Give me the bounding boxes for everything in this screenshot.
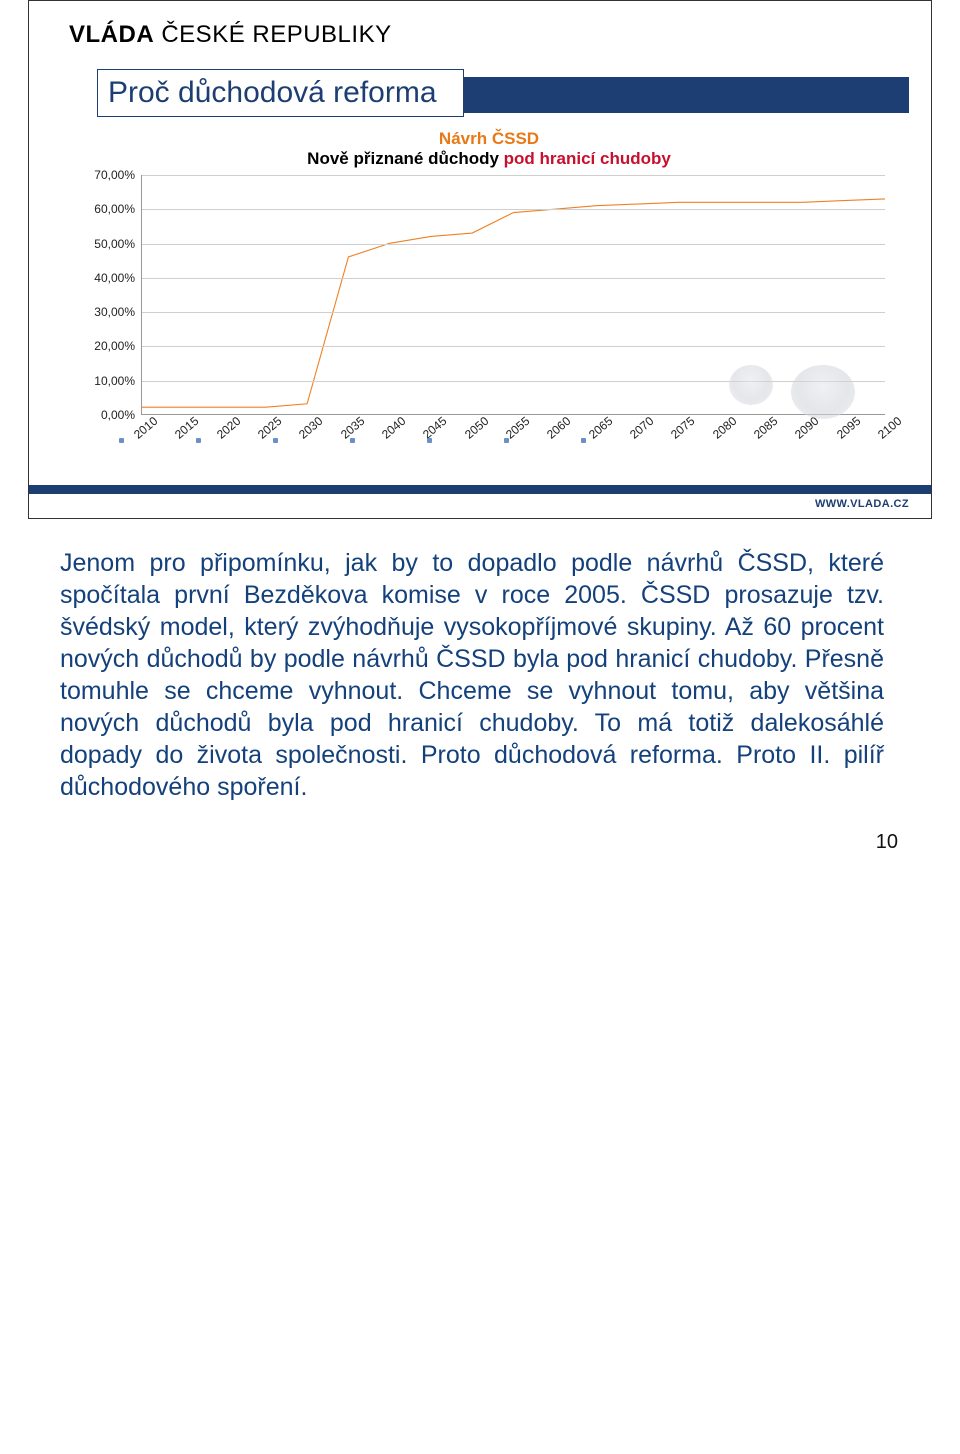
gov-header: VLÁDA ČESKÉ REPUBLIKY [69,21,909,49]
footer-url: WWW.VLADA.CZ [29,494,931,518]
dot [273,438,278,443]
gridline [142,346,885,347]
slide-inner: VLÁDA ČESKÉ REPUBLIKY Proč důchodová ref… [29,1,931,479]
chart-title-orange: Návrh ČSSD [69,129,909,149]
y-tick-label: 20,00% [94,339,135,353]
page-number: 10 [0,813,960,872]
dot [119,438,124,443]
gridline [142,312,885,313]
dot [504,438,509,443]
chart-titles: Návrh ČSSD Nově přiznané důchody pod hra… [69,129,909,169]
y-tick-label: 0,00% [101,408,135,422]
dot [350,438,355,443]
body-paragraph: Jenom pro připomínku, jak by to dopadlo … [60,547,884,803]
x-tick-label: 2100 [875,414,904,442]
y-axis: 0,00%10,00%20,00%30,00%40,00%50,00%60,00… [79,175,141,415]
slide-container: VLÁDA ČESKÉ REPUBLIKY Proč důchodová ref… [28,0,932,519]
y-tick-label: 50,00% [94,237,135,251]
gov-header-bold: VLÁDA [69,21,154,48]
y-tick-label: 10,00% [94,374,135,388]
chart-title-red: pod hranicí chudoby [504,149,671,168]
globe-icon [791,365,855,419]
title-bar: Proč důchodová reforma [69,69,909,117]
y-tick-label: 70,00% [94,168,135,182]
footer-bar [29,485,931,494]
globe-icon [729,365,773,405]
dot [196,438,201,443]
decorative-globes [729,365,855,419]
dot [581,438,586,443]
chart-title-bottom: Nově přiznané důchody pod hranicí chudob… [69,149,909,169]
dot [427,438,432,443]
slide-title: Proč důchodová reforma [108,76,437,109]
chart: 0,00% 10,00% 20,00% 30,00% 40,00% 50,00% 60,00… [79,175,895,465]
gridline [142,244,885,245]
title-bar-fg: Proč důchodová reforma [97,69,464,117]
y-tick-label: 30,00% [94,305,135,319]
gov-header-rest: ČESKÉ REPUBLIKY [154,21,391,48]
y-tick-label: 40,00% [94,271,135,285]
gridline [142,175,885,176]
gridline [142,278,885,279]
bullet-dots [119,438,841,443]
chart-title-black: Nově přiznané důchody [307,149,503,168]
y-tick-label: 60,00% [94,202,135,216]
gridline [142,209,885,210]
x-axis: 2010201520202025203020352040204520502055… [141,417,885,457]
